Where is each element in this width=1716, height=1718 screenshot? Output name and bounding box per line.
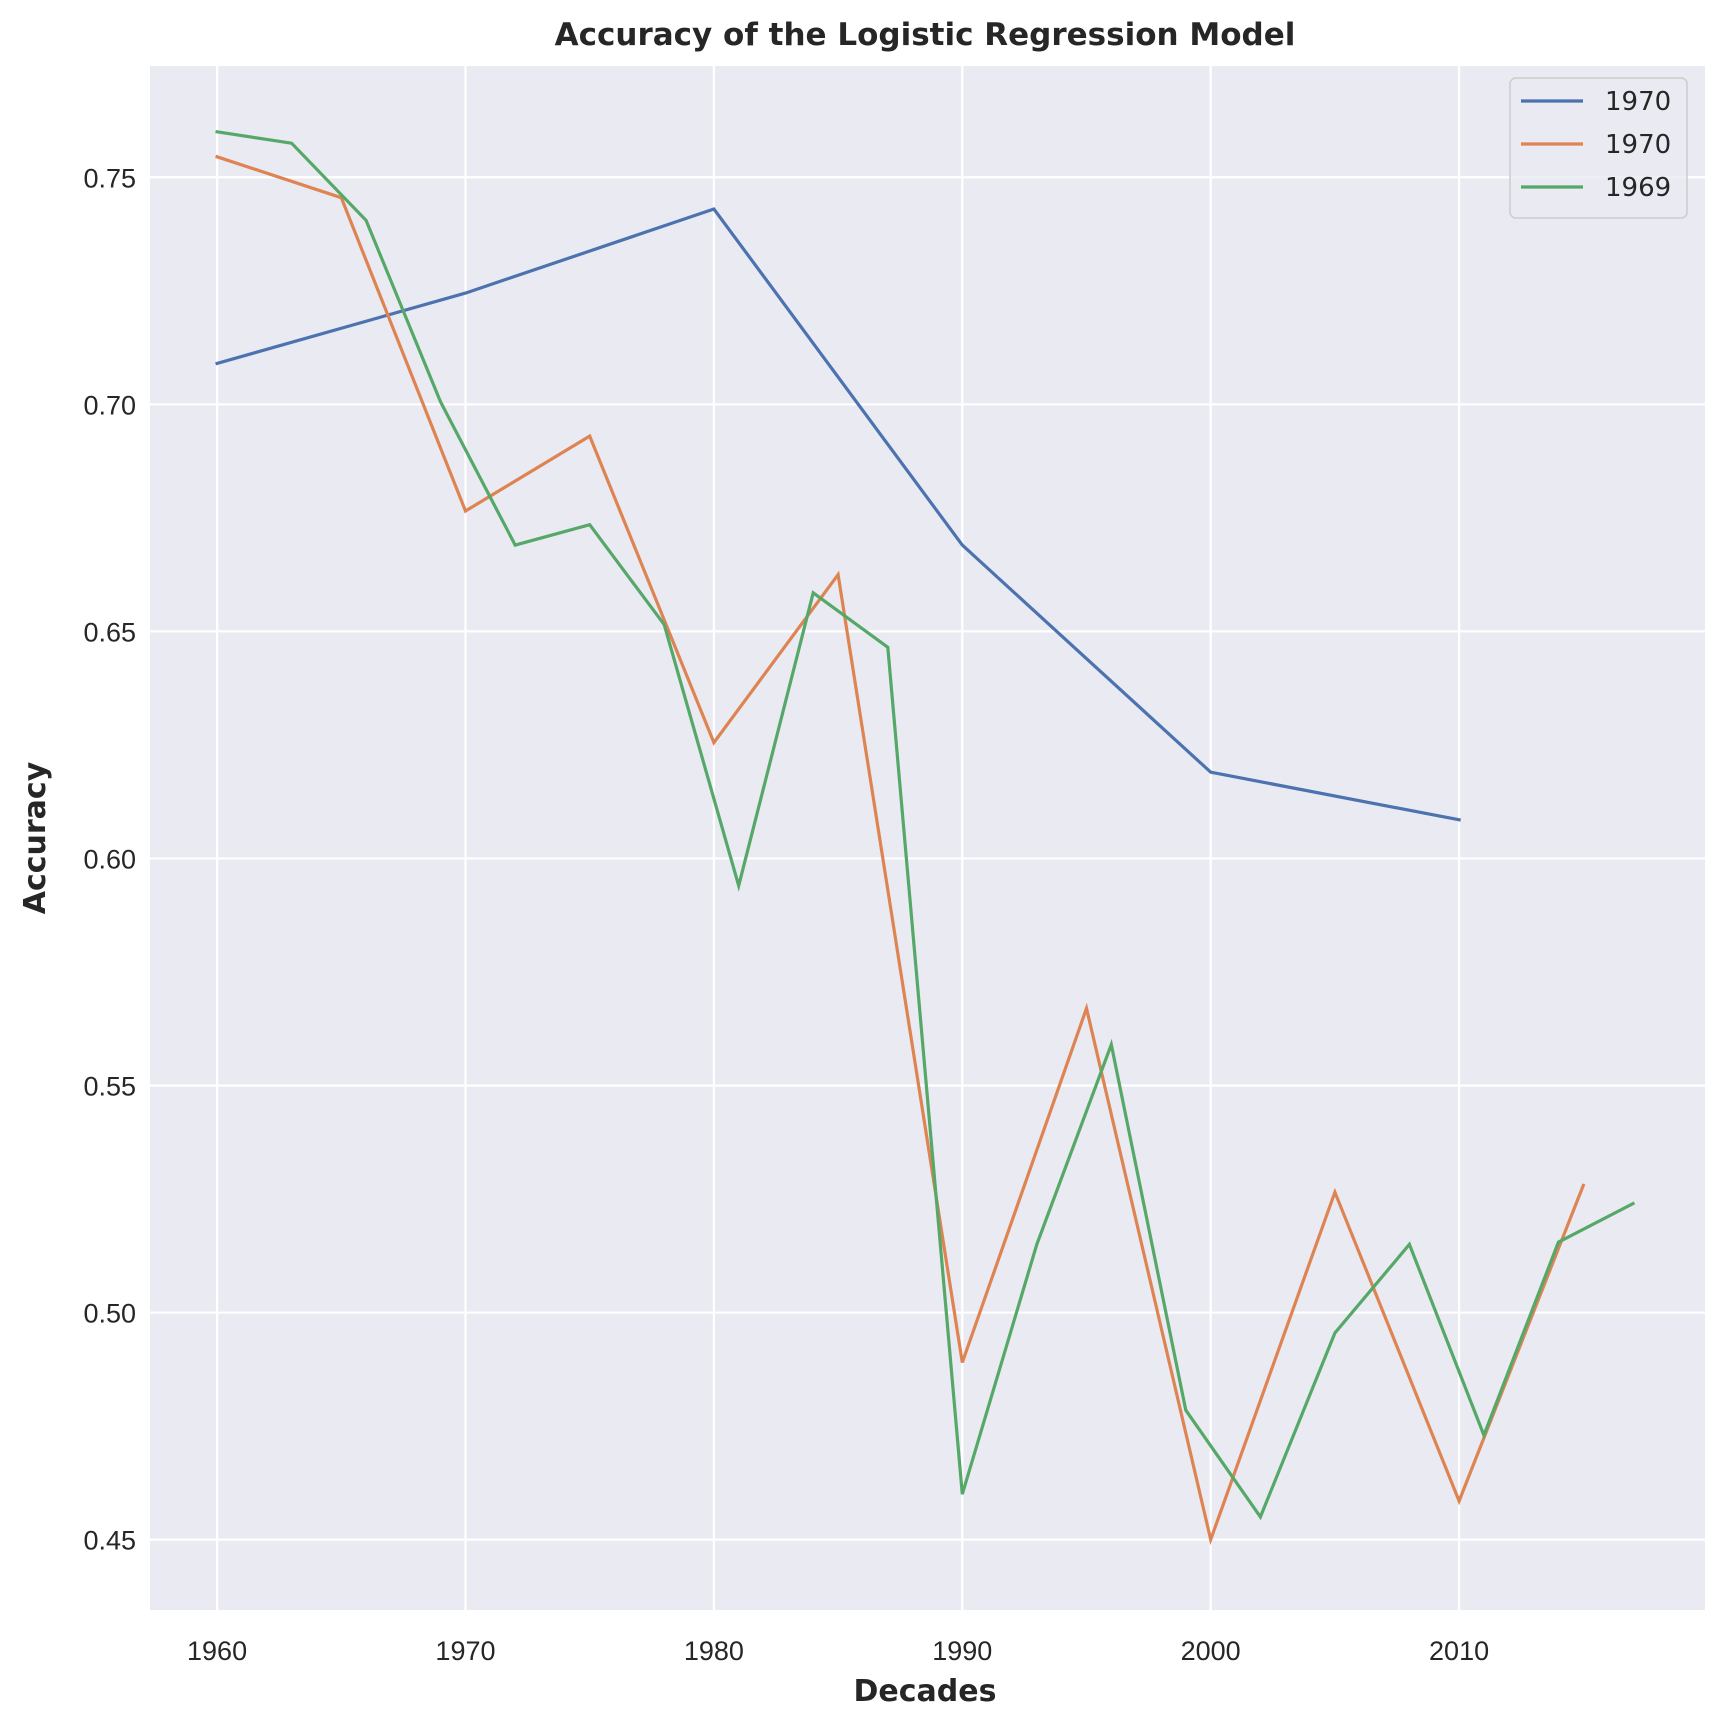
x-tick-label: 1990 <box>932 1636 992 1666</box>
legend-label-1: 1970 <box>1605 130 1671 160</box>
x-tick-label: 2010 <box>1429 1636 1489 1666</box>
y-tick-label: 0.65 <box>83 617 136 647</box>
y-tick-label: 0.75 <box>83 163 136 193</box>
y-tick-label: 0.45 <box>83 1526 136 1556</box>
chart-title: Accuracy of the Logistic Regression Mode… <box>555 17 1296 53</box>
y-tick-labels: 0.45 0.50 0.55 0.60 0.65 0.70 0.75 <box>83 163 136 1555</box>
x-tick-label: 1980 <box>684 1636 744 1666</box>
series-line-2 <box>215 129 1636 1521</box>
plot-area <box>150 66 1705 1610</box>
x-tick-label: 1970 <box>435 1636 495 1666</box>
x-axis-label: Decades <box>854 1674 997 1709</box>
legend-label-0: 1970 <box>1605 87 1671 117</box>
x-tick-label: 2000 <box>1181 1636 1241 1666</box>
y-tick-label: 0.60 <box>83 844 136 874</box>
legend-label-2: 1969 <box>1605 173 1671 203</box>
grid-lines <box>150 66 1705 1610</box>
y-tick-label: 0.50 <box>83 1299 136 1329</box>
x-tick-labels: 1960 1970 1980 1990 2000 2010 <box>187 1636 1489 1666</box>
legend-box <box>1509 77 1688 219</box>
series-lines <box>215 129 1636 1546</box>
x-tick-label: 1960 <box>187 1636 247 1666</box>
y-tick-label: 0.70 <box>83 390 136 420</box>
legend: 1970 1970 1969 <box>1509 77 1688 219</box>
series-line-1 <box>215 154 1586 1546</box>
y-tick-label: 0.55 <box>83 1071 136 1101</box>
series-line-0 <box>215 207 1461 822</box>
y-axis-label: Accuracy <box>18 761 53 914</box>
